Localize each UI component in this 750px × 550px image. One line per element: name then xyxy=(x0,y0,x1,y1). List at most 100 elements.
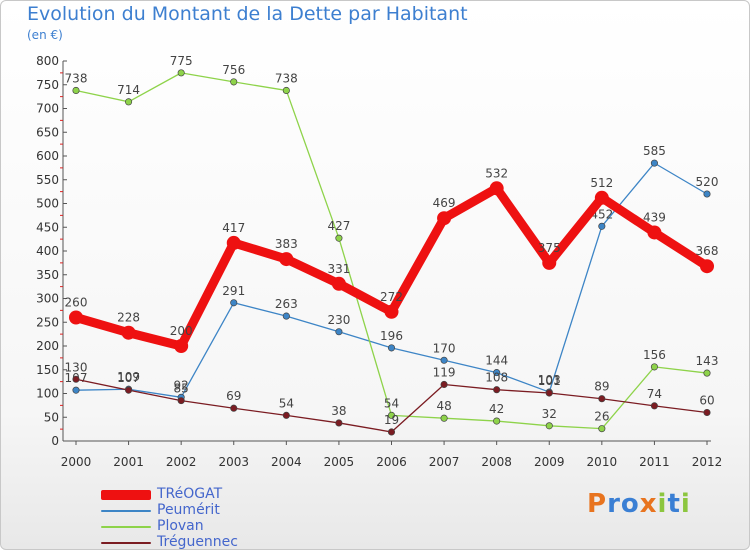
data-point-treogat xyxy=(174,339,189,353)
data-point-plovan xyxy=(177,69,185,77)
x-tick-label: 2011 xyxy=(639,455,670,469)
legend-label-peumerit: Peumérit xyxy=(157,502,220,518)
data-point-treguennec xyxy=(387,428,396,436)
logo-letter: t xyxy=(667,489,681,519)
data-point-plovan xyxy=(650,363,658,371)
logo-letter: i xyxy=(657,489,668,519)
legend-item-peumerit: Peumérit xyxy=(101,502,341,519)
x-tick-label: 2005 xyxy=(324,455,355,469)
data-point-treogat xyxy=(121,325,136,340)
data-point-plovan xyxy=(545,422,553,430)
data-label-peumerit: 92 xyxy=(174,378,189,392)
data-point-treguennec xyxy=(650,402,658,410)
legend-swatch-peumerit xyxy=(101,510,151,512)
y-tick-label: 0 xyxy=(51,434,59,448)
data-label-treogat: 228 xyxy=(117,311,140,325)
legend-swatch-treguennec xyxy=(101,542,151,544)
x-tick-label: 2004 xyxy=(271,455,302,469)
data-point-treogat xyxy=(331,276,346,291)
data-label-peumerit: 144 xyxy=(485,354,508,368)
x-tick-label: 2001 xyxy=(113,455,144,469)
data-point-plovan xyxy=(72,86,80,95)
logo-letter: o xyxy=(620,489,640,519)
data-point-plovan xyxy=(387,411,396,419)
x-tick-label: 2002 xyxy=(166,455,197,469)
data-point-peumerit xyxy=(387,344,396,352)
data-point-peumerit xyxy=(72,386,80,394)
data-label-peumerit: 109 xyxy=(117,370,140,384)
x-tick-label: 2010 xyxy=(587,455,618,469)
series-line-plovan xyxy=(75,72,708,430)
data-point-treogat xyxy=(226,235,241,250)
data-label-treogat: 368 xyxy=(696,244,719,258)
y-tick-label: 450 xyxy=(36,220,59,234)
data-label-treguennec: 89 xyxy=(594,380,609,394)
data-point-treguennec xyxy=(440,380,448,389)
data-label-plovan: 156 xyxy=(643,348,666,362)
x-tick-label: 2008 xyxy=(481,455,512,469)
legend-swatch-plovan xyxy=(101,526,151,528)
x-tick-label: 2012 xyxy=(692,455,723,469)
legend-label-treguennec: Tréguennec xyxy=(157,534,238,550)
legend-label-treogat: TRéOGAT xyxy=(157,486,223,502)
data-label-plovan: 54 xyxy=(384,396,399,410)
y-tick-label: 550 xyxy=(36,173,59,187)
data-label-plovan: 738 xyxy=(275,71,298,85)
data-label-peumerit: 520 xyxy=(696,175,719,189)
data-label-peumerit: 103 xyxy=(538,373,561,387)
data-label-peumerit: 170 xyxy=(433,341,456,355)
y-tick-label: 650 xyxy=(36,125,59,139)
data-point-treguennec xyxy=(282,411,290,419)
x-tick-label: 2003 xyxy=(218,455,249,469)
y-tick-label: 200 xyxy=(36,339,59,353)
data-point-peumerit xyxy=(282,312,290,320)
data-label-plovan: 756 xyxy=(222,63,245,77)
data-label-treogat: 200 xyxy=(170,324,193,338)
data-point-plovan xyxy=(493,417,501,425)
data-label-plovan: 32 xyxy=(542,407,557,421)
data-point-treogat xyxy=(647,225,662,240)
data-label-treogat: 260 xyxy=(65,296,88,310)
data-point-treguennec xyxy=(125,386,133,394)
data-point-treogat xyxy=(279,252,294,267)
data-label-peumerit: 230 xyxy=(327,313,350,327)
data-label-plovan: 427 xyxy=(327,219,350,233)
proxiti-logo: Proxiti xyxy=(587,489,691,519)
data-label-treguennec: 69 xyxy=(226,389,241,403)
y-tick-label: 150 xyxy=(36,363,59,377)
data-point-treguennec xyxy=(177,397,185,405)
data-point-plovan xyxy=(125,98,133,106)
y-tick-label: 700 xyxy=(36,102,59,116)
data-point-treguennec xyxy=(545,389,553,397)
data-point-plovan xyxy=(440,414,448,422)
y-tick-label: 600 xyxy=(36,149,59,163)
data-point-treogat xyxy=(700,259,714,274)
data-label-treguennec: 101 xyxy=(538,374,561,388)
data-label-treogat: 417 xyxy=(222,221,245,235)
data-label-treguennec: 130 xyxy=(65,360,88,374)
data-point-peumerit xyxy=(598,222,606,230)
data-label-peumerit: 585 xyxy=(643,144,666,158)
logo-letter: x xyxy=(639,489,658,519)
data-label-treogat: 331 xyxy=(327,262,350,276)
legend-label-plovan: Plovan xyxy=(157,518,204,534)
y-tick-label: 500 xyxy=(36,197,59,211)
data-point-treguennec xyxy=(230,404,238,412)
data-point-treogat xyxy=(542,255,557,270)
data-point-peumerit xyxy=(493,369,501,377)
y-tick-label: 300 xyxy=(36,292,59,306)
data-label-plovan: 714 xyxy=(117,83,140,97)
data-label-treguennec: 85 xyxy=(174,382,189,396)
data-point-treguennec xyxy=(598,395,606,403)
data-point-treogat xyxy=(69,310,83,325)
y-tick-label: 400 xyxy=(36,244,59,258)
data-label-treguennec: 19 xyxy=(384,413,399,427)
data-label-peumerit: 291 xyxy=(222,284,245,298)
data-label-treogat: 532 xyxy=(485,166,508,180)
data-point-peumerit xyxy=(703,190,711,198)
data-point-plovan xyxy=(230,78,238,86)
data-point-plovan xyxy=(282,86,290,95)
data-point-treogat xyxy=(437,211,452,226)
data-point-peumerit xyxy=(230,299,238,307)
